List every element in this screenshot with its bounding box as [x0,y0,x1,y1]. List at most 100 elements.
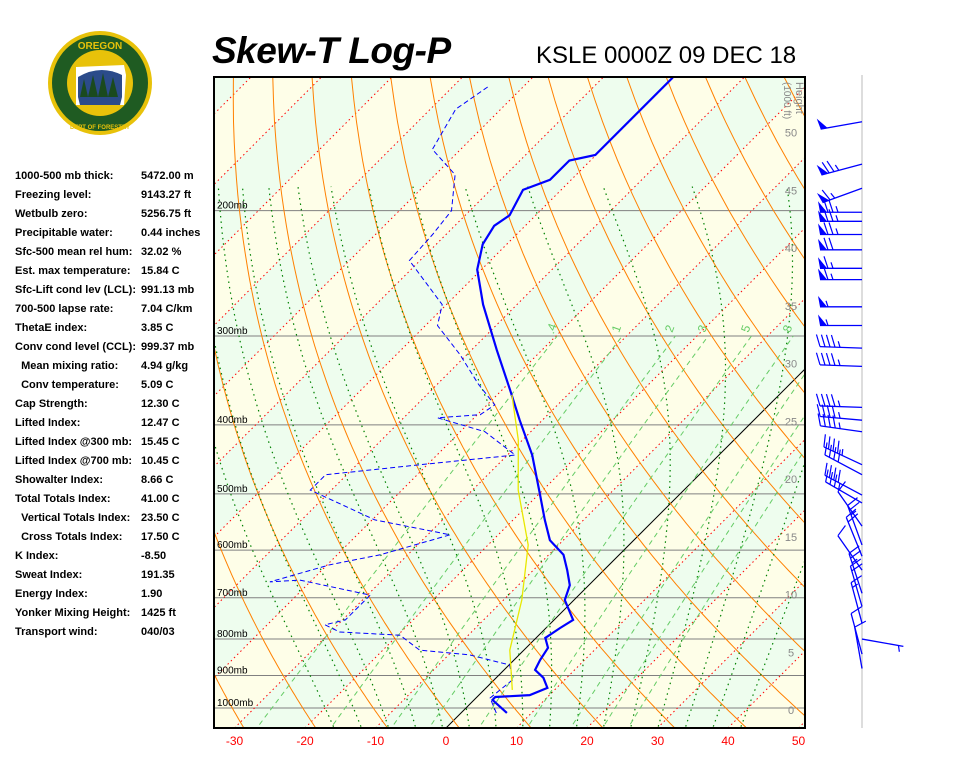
wind-barb-full [845,508,857,518]
wind-barb-full [822,414,826,427]
index-value: 3.85 C [141,322,174,334]
wind-barb-full [821,189,831,201]
wind-barb-staff [837,491,863,527]
pressure-label: 900mb [217,665,248,676]
wind-barb-full [828,209,834,222]
wind-barb-full [850,606,863,615]
wind-barb-half [837,400,841,407]
wind-barb [845,508,863,557]
wind-barb-half [837,359,841,366]
mixing-ratio-line [478,335,752,728]
wind-barb-full [828,444,833,458]
mixing-ratio-line [390,335,676,728]
index-value: 41.00 C [141,493,180,505]
wind-barb-pennant [816,192,830,203]
dry-adiabat-line [232,77,460,728]
index-value: 15.84 C [141,265,180,277]
isotherm-line [214,77,604,468]
index-row: ThetaE index: 3.85 C [0,320,214,339]
wind-barb-full [837,469,841,483]
moist-adiabat-line [297,186,470,728]
temperature-tick-label: 20 [580,734,594,748]
wind-barb-full [823,200,829,213]
wind-barb-full [836,440,840,454]
wind-barb [850,575,863,624]
wind-barb-staff [854,627,863,669]
wind-barb-full [830,334,836,348]
wind-barb-full [825,352,831,366]
wind-barb-full [850,550,862,559]
index-value: 5472.00 m [141,170,194,182]
wind-barb-full [830,394,836,407]
wind-barb-full [837,525,846,537]
wind-barb-full [828,465,833,478]
isotherm-line [214,86,805,679]
temperature-tick-label: -20 [296,734,314,748]
height-tick-label: 5 [788,647,794,659]
wind-barb [816,404,863,421]
height-axis-title: Height [793,82,805,114]
index-value: 15.45 C [141,436,180,448]
temperature-band [234,157,805,728]
index-label: Mean mixing ratio: [15,360,119,372]
index-label: Transport wind: [15,626,98,638]
wind-barb-staff [850,582,863,624]
index-label: Freezing level: [15,189,92,201]
pressure-label: 1000mb [217,698,254,709]
index-label: Lifted Index: [15,417,81,429]
pressure-label: 200mb [217,201,248,212]
mixing-ratio-line [428,335,709,728]
temperature-band [869,77,960,728]
index-row: Energy Index: 1.90 [0,586,214,605]
index-label: Total Totals Index: [15,493,111,505]
height-tick-label: 30 [785,359,797,371]
index-label: Yonker Mixing Height: [15,607,131,619]
zero-isotherm [445,368,805,728]
wind-barb [815,393,863,409]
wind-barb-full [847,513,859,523]
index-label: Lifted Index @300 mb: [15,436,133,448]
dry-adiabat-line [665,77,805,328]
index-value: 999.37 mb [141,341,195,353]
wind-barb-full [815,352,821,366]
index-value: 17.50 C [141,531,180,543]
wind-barb-full [826,160,835,172]
wind-barb-full [823,237,829,251]
isotherm-line [586,509,805,728]
wind-barb-pennant [818,257,827,269]
wind-barb-full [837,449,841,463]
wind-barb-full [821,161,830,174]
index-value: 10.45 C [141,455,180,467]
wind-barb-full [833,467,837,481]
temperature-tick-label: 40 [721,734,735,748]
wind-barb [847,497,863,546]
index-label: Wetbulb zero: [15,208,88,220]
dry-adiabat-line [927,53,960,732]
wind-barb [815,352,863,368]
wind-barb-full [850,558,862,567]
temperature-band [214,77,805,678]
wind-barb-half [852,583,859,588]
index-row: Sfc-500 mean rel hum: 32.02 % [0,244,214,263]
index-value: 32.02 % [141,246,182,258]
dry-adiabat-line [508,77,805,589]
wind-barb-full [823,256,829,269]
wind-barb [837,481,863,527]
dry-adiabat-line [390,77,748,728]
wind-barb-full [827,414,831,428]
temperature-tick-label: -10 [367,734,385,748]
dry-adiabat-line [888,53,960,732]
wind-barb-full [848,501,860,511]
wind-barb-half [835,215,839,222]
mixing-ratio-line [330,335,623,728]
index-row: Wetbulb zero: 5256.75 ft [0,206,214,225]
wind-barb-full [828,237,834,251]
chart-title: Skew-T Log-P [212,30,451,71]
temperature-tick-label: 0 [443,734,450,748]
mixing-ratio-line [526,335,794,728]
isotherm-line [214,77,675,538]
wind-barb-full [854,620,867,628]
wind-barb-full [833,474,838,488]
height-tick-label: 40 [785,243,797,255]
